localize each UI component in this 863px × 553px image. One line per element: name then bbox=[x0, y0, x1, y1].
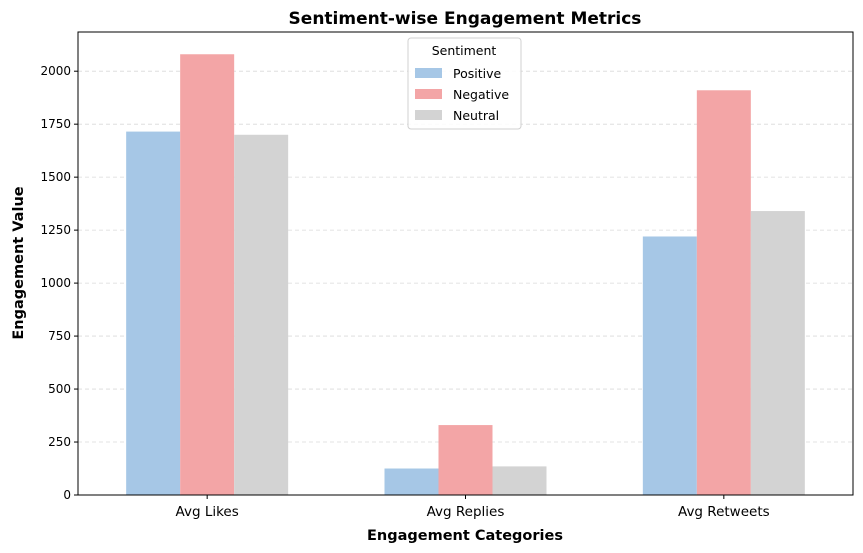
y-axis-label: Engagement Value bbox=[11, 186, 27, 339]
bar-neutral-avg-likes bbox=[234, 134, 289, 495]
bar-neutral-avg-retweets bbox=[750, 211, 805, 495]
x-tick-label: Avg Replies bbox=[427, 504, 505, 520]
bar-negative-avg-likes bbox=[180, 54, 235, 496]
y-tick-label: 750 bbox=[48, 329, 71, 343]
bar-neutral-avg-replies bbox=[492, 466, 547, 495]
bar-negative-avg-replies bbox=[438, 425, 493, 495]
y-tick-label: 1500 bbox=[40, 170, 71, 184]
bar-positive-avg-likes bbox=[126, 131, 181, 495]
legend-swatch-negative bbox=[415, 89, 442, 99]
y-tick-label: 1250 bbox=[40, 223, 71, 237]
y-axis-ticks: 0 250 500 750 1000 1250 1500 1750 2000 bbox=[40, 64, 78, 502]
x-tick-label: Avg Retweets bbox=[678, 504, 770, 520]
chart-title: Sentiment-wise Engagement Metrics bbox=[289, 9, 642, 29]
bars bbox=[126, 54, 805, 496]
y-tick-label: 500 bbox=[48, 382, 71, 396]
y-tick-label: 2000 bbox=[40, 64, 71, 78]
x-axis-label: Engagement Categories bbox=[367, 528, 563, 544]
legend-swatch-neutral bbox=[415, 110, 442, 120]
y-tick-label: 250 bbox=[48, 435, 71, 449]
legend-label-negative: Negative bbox=[453, 87, 509, 102]
legend-title: Sentiment bbox=[432, 43, 497, 58]
bar-positive-avg-replies bbox=[384, 468, 439, 495]
legend-label-positive: Positive bbox=[453, 66, 501, 81]
bar-positive-avg-retweets bbox=[642, 236, 697, 495]
x-axis-ticks: Avg Likes Avg Replies Avg Retweets bbox=[176, 495, 770, 520]
legend: Sentiment Positive Negative Neutral bbox=[407, 37, 522, 130]
legend-label-neutral: Neutral bbox=[453, 108, 499, 123]
y-tick-label: 1000 bbox=[40, 276, 71, 290]
y-tick-label: 0 bbox=[63, 488, 71, 502]
y-tick-label: 1750 bbox=[40, 117, 71, 131]
bar-negative-avg-retweets bbox=[696, 90, 751, 495]
legend-swatch-positive bbox=[415, 68, 442, 78]
x-tick-label: Avg Likes bbox=[176, 504, 239, 520]
legend-box bbox=[407, 37, 522, 130]
